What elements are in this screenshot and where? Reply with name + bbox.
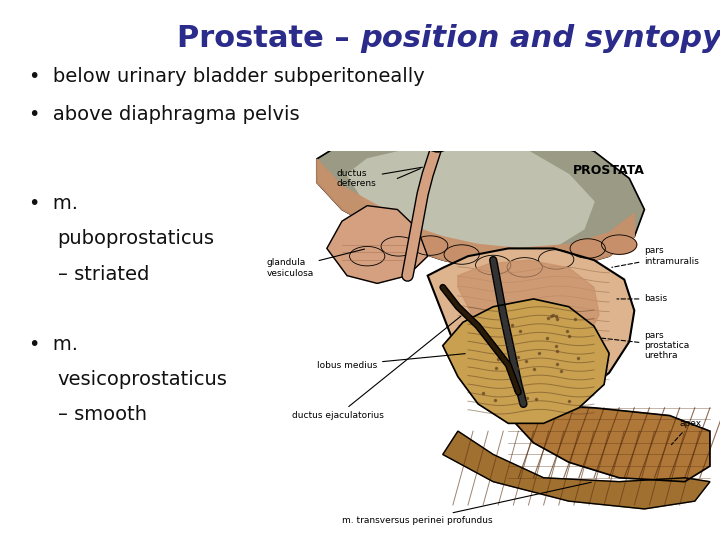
Polygon shape: [508, 404, 710, 482]
Text: •  above diaphragma pelvis: • above diaphragma pelvis: [29, 105, 300, 124]
Ellipse shape: [350, 246, 385, 266]
Ellipse shape: [444, 245, 480, 264]
Ellipse shape: [602, 235, 637, 254]
Text: – striated: – striated: [58, 265, 149, 284]
Text: •  m.: • m.: [29, 335, 78, 354]
Text: •  m.: • m.: [29, 194, 78, 213]
Text: lobus medius: lobus medius: [317, 354, 465, 369]
Text: ductus
deferens: ductus deferens: [337, 167, 423, 188]
Polygon shape: [347, 144, 594, 252]
Text: PROSTATA: PROSTATA: [573, 164, 645, 177]
Ellipse shape: [570, 239, 606, 258]
Text: vesicoprostaticus: vesicoprostaticus: [58, 370, 228, 389]
Text: m. transversus perinei profundus: m. transversus perinei profundus: [342, 482, 591, 525]
Text: puboprostaticus: puboprostaticus: [58, 230, 215, 248]
Text: •  below urinary bladder subperitoneally: • below urinary bladder subperitoneally: [29, 68, 425, 86]
Circle shape: [431, 138, 446, 149]
Text: glandula
vesiculosa: glandula vesiculosa: [266, 249, 364, 278]
Text: pars
prostatica
urethra: pars prostatica urethra: [602, 330, 690, 361]
Ellipse shape: [476, 255, 511, 275]
Polygon shape: [458, 260, 599, 369]
Circle shape: [427, 135, 449, 152]
Polygon shape: [317, 159, 634, 272]
Text: pars
intramuralis: pars intramuralis: [612, 246, 699, 267]
Ellipse shape: [413, 236, 448, 255]
Polygon shape: [428, 248, 634, 408]
Text: apex: apex: [672, 419, 702, 444]
Polygon shape: [317, 128, 644, 272]
Text: basis: basis: [617, 294, 667, 303]
Text: position and syntopy: position and syntopy: [360, 24, 720, 53]
Text: Prostate –: Prostate –: [176, 24, 360, 53]
Polygon shape: [327, 206, 428, 284]
Polygon shape: [443, 431, 710, 509]
Ellipse shape: [507, 258, 542, 277]
Ellipse shape: [381, 237, 416, 256]
Text: ductus ejaculatorius: ductus ejaculatorius: [292, 316, 461, 420]
Ellipse shape: [539, 249, 574, 269]
Text: – smooth: – smooth: [58, 405, 147, 424]
Polygon shape: [443, 299, 609, 423]
